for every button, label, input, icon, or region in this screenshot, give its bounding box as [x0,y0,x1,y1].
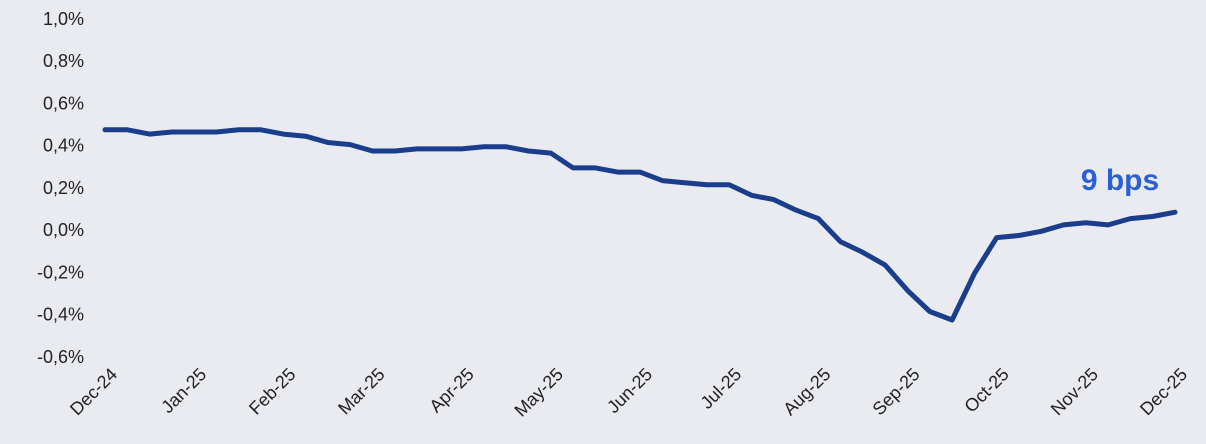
x-tick-label: Aug-25 [779,364,834,419]
annotation: 9 bps [1081,164,1159,197]
y-tick-label: 0,2% [43,178,84,198]
x-tick-label: Oct-25 [961,364,1013,416]
x-tick-label: Nov-25 [1047,364,1102,419]
y-tick-label: 0,4% [43,136,84,156]
y-tick-label: 1,0% [43,9,84,29]
x-tick-label: Jul-25 [697,364,746,413]
line [102,127,1178,323]
y-tick-label: 0,8% [43,51,84,71]
x-tick-label: Feb-25 [245,364,299,418]
x-tick-label: Jun-25 [603,364,656,417]
x-tick-label: Sep-25 [868,364,923,419]
x-tick-label: Jan-25 [157,364,210,417]
x-tick-label: Mar-25 [334,364,388,418]
x-tick-label: Dec-24 [66,364,121,419]
x-tick-label: Dec-25 [1136,364,1191,419]
x-tick-label: May-25 [510,364,567,421]
x-tick-label: Apr-25 [426,364,478,416]
y-tick-label: 0,6% [43,93,84,113]
y-tick-label: -0,4% [37,305,84,325]
y-tick-label: -0,6% [37,347,84,367]
y-tick-label: 0,0% [43,220,84,240]
y-tick-label: -0,2% [37,262,84,282]
